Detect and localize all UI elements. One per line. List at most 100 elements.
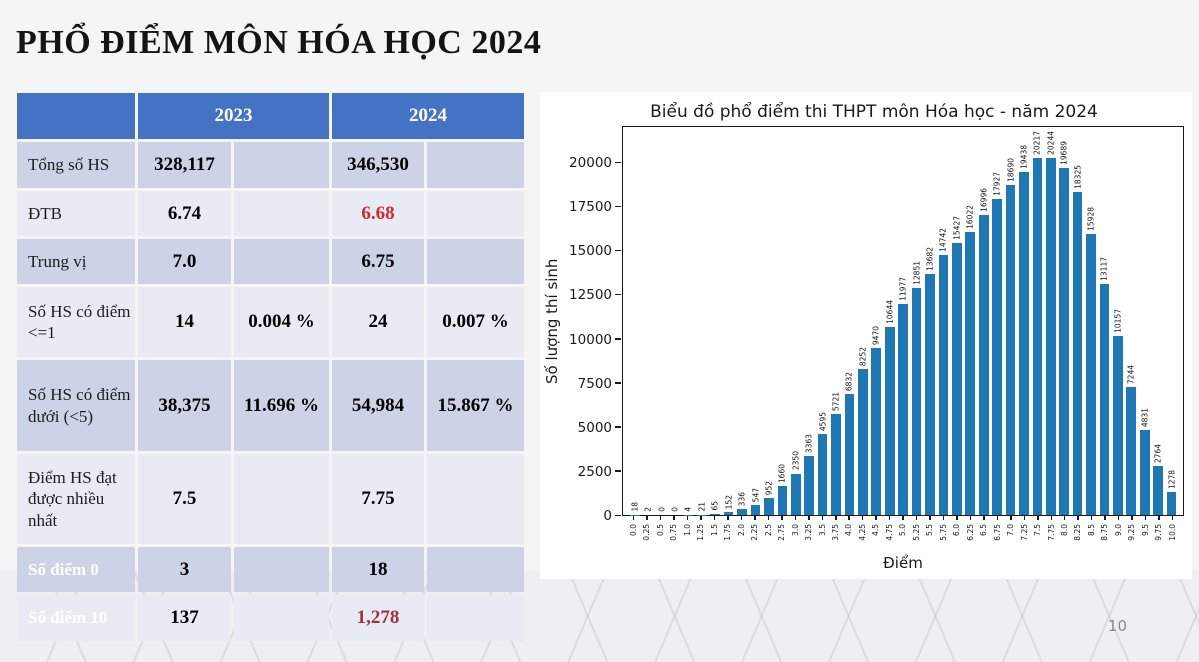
x-tick-mark <box>1037 516 1039 520</box>
y-tick-mark <box>615 470 621 472</box>
bar-slot: 12851 <box>910 127 923 515</box>
table-body: Tổng số HS 328,117 346,530 ĐTB 6.74 6.68 Trung… <box>17 142 524 641</box>
bar-value-label: 4595 <box>817 411 827 431</box>
bar <box>750 505 761 515</box>
x-tick-label: 4.5 <box>871 524 881 536</box>
bar-slot: 20244 <box>1044 127 1057 515</box>
x-tick-label: 0.75 <box>669 524 679 541</box>
y-tick-label: 17500 <box>569 199 612 216</box>
x-tick-label: 2.75 <box>777 524 787 541</box>
bar-value-label: 152 <box>723 495 733 510</box>
bar <box>1139 429 1150 515</box>
x-tick-mark <box>942 516 945 520</box>
bar-slot: 152 <box>722 127 735 515</box>
bar-value-label: 0 <box>670 507 680 512</box>
x-tick-mark <box>659 516 662 520</box>
bar-slot: 18690 <box>1004 127 1017 515</box>
table-cell <box>234 547 329 592</box>
x-tick-mark <box>686 516 689 520</box>
bar-value-label: 11977 <box>898 276 908 301</box>
bar-value-label: 952 <box>764 480 774 496</box>
bar-slot: 16996 <box>977 127 990 515</box>
x-axis-label: Điểm <box>883 554 923 572</box>
x-tick: 3.75 <box>829 516 842 554</box>
bar <box>1086 233 1096 515</box>
bar-value-label: 16996 <box>978 188 988 213</box>
row-label: Số điểm 10 <box>17 595 135 641</box>
bar-value-label: 7244 <box>1126 365 1136 385</box>
bar <box>804 455 815 515</box>
x-tick: 8.75 <box>1098 516 1111 554</box>
row-label: Tổng số HS <box>17 142 135 188</box>
bar-value-label: 19438 <box>1019 145 1029 169</box>
x-tick-label: 8.75 <box>1100 524 1110 541</box>
y-tick-label: 5000 <box>577 419 612 436</box>
x-tick-label: 1.75 <box>723 524 733 541</box>
bar-value-label: 3363 <box>804 433 814 453</box>
x-tick: 6.5 <box>977 516 990 554</box>
bar-value-label: 6832 <box>844 372 854 392</box>
score-stats-table: 2023 2024 Tổng số HS 328,117 346,530 ĐTB 6.7… <box>14 90 527 644</box>
chart-title: Biểu đồ phổ điểm thi THPT môn Hóa học - … <box>650 102 1098 122</box>
bar <box>1099 283 1110 515</box>
x-tick-label: 7.0 <box>1006 524 1016 536</box>
table-row: ĐTB 6.74 6.68 <box>17 191 524 236</box>
x-tick-mark <box>861 516 864 520</box>
bar-slot: 14742 <box>937 127 950 515</box>
x-tick-mark <box>1117 516 1120 520</box>
bar-value-label: 65 <box>710 501 720 511</box>
bar-value-label: 2350 <box>791 451 801 471</box>
table-cell <box>427 595 524 641</box>
x-tick-mark <box>915 516 918 520</box>
bar-slot: 15427 <box>950 127 963 515</box>
bar <box>871 347 882 515</box>
bar-slot: 547 <box>749 127 762 515</box>
x-tick: 0.75 <box>667 516 680 554</box>
x-tick-label: 3.0 <box>790 524 800 536</box>
bar <box>831 414 841 515</box>
row-label: Số HS có điểm dưới (<5) <box>17 360 135 451</box>
x-tick: 5.5 <box>923 516 936 554</box>
bar-value-label: 15928 <box>1086 207 1096 231</box>
page-number: 10 <box>1107 617 1127 635</box>
table-cell: 0.007 % <box>427 287 524 357</box>
table-cell: 7.5 <box>138 454 231 544</box>
bar <box>817 433 828 515</box>
x-tick-label: 5.25 <box>911 524 921 541</box>
x-tick-mark <box>727 516 729 520</box>
table-cell: 6.75 <box>332 239 424 284</box>
table-cell: 18 <box>332 547 424 592</box>
x-tick: 9.5 <box>1139 516 1152 554</box>
x-tick-label: 9.25 <box>1127 524 1137 541</box>
y-tick-mark <box>615 426 621 428</box>
bar <box>898 303 908 515</box>
x-tick-label: 6.0 <box>952 524 962 536</box>
bar <box>710 513 721 515</box>
table-row: Điểm HS đạt được nhiều nhất 7.5 7.75 <box>17 454 524 544</box>
x-tick: 4.5 <box>869 516 882 554</box>
bar-value-label: 336 <box>737 491 747 507</box>
x-tick-mark <box>1010 516 1012 520</box>
table-cell: 7.0 <box>138 239 231 284</box>
x-tick-label: 6.75 <box>992 524 1002 541</box>
table-cell <box>234 239 329 284</box>
table-cell: 0.004 % <box>234 287 329 357</box>
x-tick: 1.5 <box>708 516 721 554</box>
x-tick-label: 2.25 <box>750 524 760 541</box>
x-tick-label: 1.25 <box>696 524 706 541</box>
bar-value-label: 10157 <box>1113 308 1123 333</box>
score-distribution-chart: Biểu đồ phổ điểm thi THPT môn Hóa học - … <box>540 92 1192 579</box>
x-tick: 7.25 <box>1018 516 1031 554</box>
bar <box>1019 172 1029 515</box>
table-cell <box>234 191 329 236</box>
bar-slot: 10644 <box>883 127 896 515</box>
x-tick-label: 3.5 <box>817 524 827 536</box>
bar-slot: 18 <box>628 127 641 515</box>
bar-slot: 65 <box>709 127 722 515</box>
x-tick: 8.25 <box>1071 516 1084 554</box>
table-row: Số HS có điểm <=1 14 0.004 % 24 0.007 % <box>17 287 524 357</box>
bar-value-label: 0 <box>656 507 666 512</box>
x-tick-mark <box>1023 516 1026 520</box>
x-tick-mark <box>767 516 770 520</box>
bar-value-label: 8252 <box>858 347 868 367</box>
